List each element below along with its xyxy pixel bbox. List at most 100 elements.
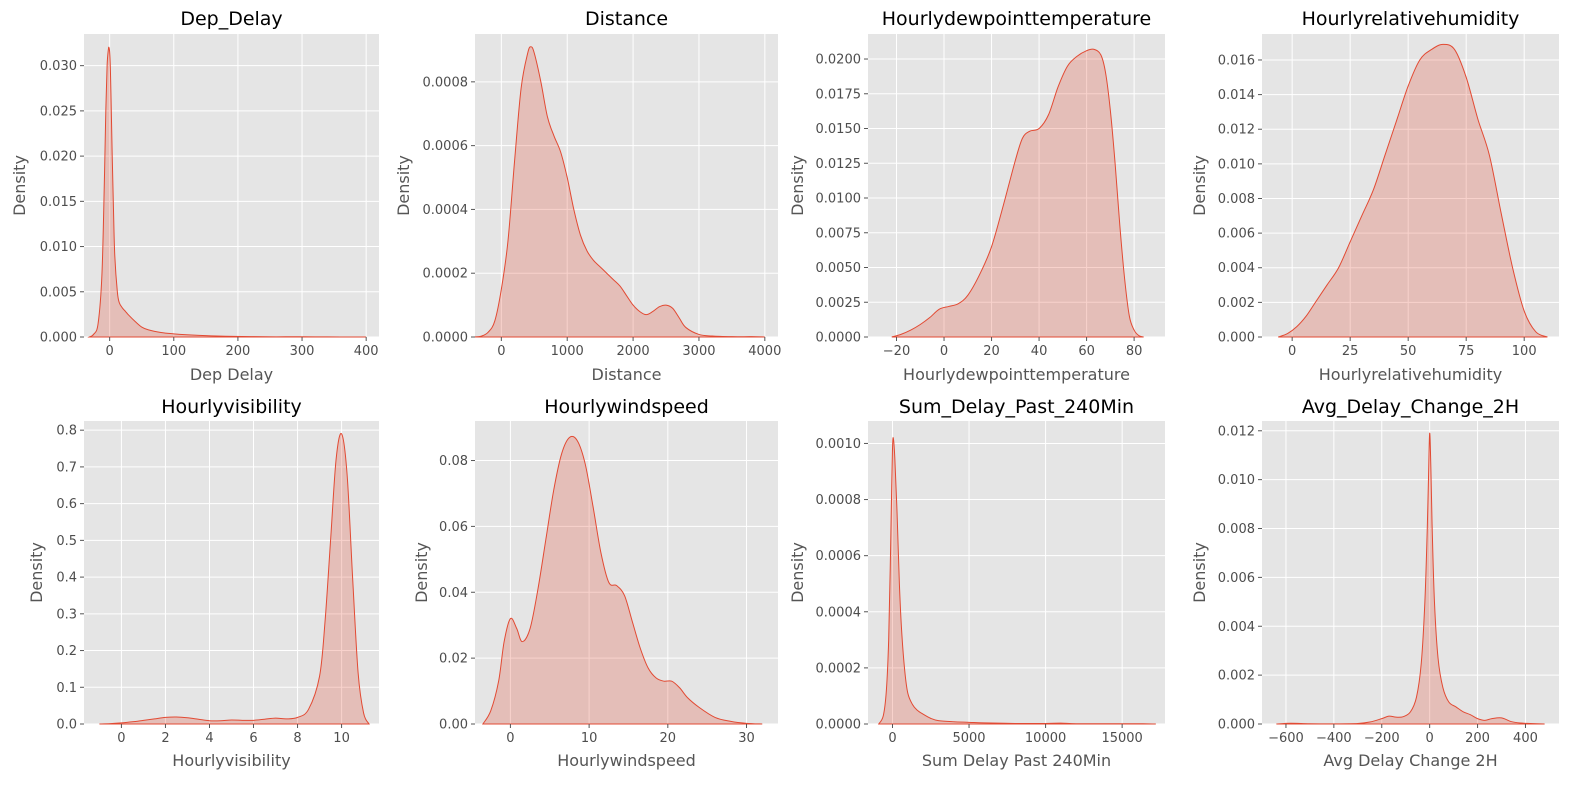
y-tick-label: 0.004 [1218, 620, 1255, 635]
density-area [1276, 432, 1545, 725]
y-tick-label: 0.0 [56, 718, 77, 733]
subplot-title: Avg_Delay_Change_2H [1302, 396, 1519, 418]
y-tick-label: 0.06 [439, 520, 468, 535]
x-tick-label: 30 [738, 731, 755, 746]
grid-lines [868, 34, 1165, 338]
y-axis-label: Density [1190, 155, 1209, 216]
subplot-distance: 0 1000 2000 3000 4000 0.0000 0.0002 0.0004 0.000… [394, 8, 781, 384]
subplot-title: Hourlyvisibility [161, 396, 302, 418]
y-tick-label: 0.005 [40, 285, 77, 300]
y-tick-label: 0.000 [40, 331, 77, 346]
y-tick-label: 0.010 [1218, 473, 1255, 488]
subplot-hourlyrelativehumidity: 0 25 50 75 100 0.000 0.002 0.004 0.006 0.008 0.010… [1190, 8, 1559, 384]
y-axis-label: Density [27, 542, 46, 603]
y-tick-label: 0.012 [1218, 123, 1255, 138]
x-tick-label: 0 [888, 731, 896, 746]
y-tick-label: 0.008 [1218, 522, 1255, 537]
plot-area [868, 421, 1165, 724]
x-tick-label: 10 [333, 731, 350, 746]
x-tick-label: −400 [1316, 731, 1352, 746]
axis-ticks: 0 1000 2000 3000 4000 0.0000 0.0002 0.0004 0.000… [423, 75, 782, 359]
x-tick-label: 400 [354, 344, 379, 359]
x-tick-label: 75 [1458, 344, 1475, 359]
x-axis-label: Avg Delay Change 2H [1323, 751, 1497, 770]
subplot-hourlywindspeed: 0 10 20 30 0.00 0.02 0.04 0.06 0.08 Hourlywindsp… [412, 396, 778, 770]
y-tick-label: 0.0006 [423, 139, 469, 154]
subplot-title: Hourlyrelativehumidity [1302, 8, 1520, 30]
y-tick-label: 0.006 [1218, 227, 1255, 242]
plot-area [475, 34, 778, 337]
y-tick-label: 0.0010 [816, 437, 862, 452]
y-tick-label: 0.0200 [816, 53, 862, 68]
y-tick-label: 0.04 [439, 586, 468, 601]
x-tick-label: 200 [1465, 731, 1490, 746]
y-tick-label: 0.025 [40, 104, 77, 119]
x-tick-label: 0 [106, 344, 114, 359]
y-axis-label: Density [1190, 542, 1209, 603]
x-tick-label: 40 [1031, 344, 1048, 359]
y-tick-label: 0.0000 [423, 331, 469, 346]
x-tick-label: 20 [983, 344, 1000, 359]
x-tick-label: 0 [497, 344, 505, 359]
y-tick-label: 0.004 [1218, 261, 1255, 276]
y-tick-label: 0.0000 [816, 718, 862, 733]
x-tick-label: 80 [1126, 344, 1143, 359]
x-tick-label: 100 [161, 344, 186, 359]
x-axis-label: Distance [592, 365, 662, 384]
x-tick-label: 50 [1400, 344, 1417, 359]
y-tick-label: 0.0075 [816, 226, 862, 241]
y-tick-label: 0.012 [1218, 424, 1255, 439]
y-tick-label: 0.010 [1218, 157, 1255, 172]
y-tick-label: 0.7 [56, 460, 77, 475]
axis-ticks: 0 25 50 75 100 0.000 0.002 0.004 0.006 0.008 0.010… [1218, 53, 1537, 359]
y-tick-label: 0.0175 [816, 87, 862, 102]
y-tick-label: 0.4 [56, 571, 77, 586]
y-tick-label: 0.0006 [816, 549, 862, 564]
x-tick-label: 0 [940, 344, 948, 359]
x-tick-label: 300 [290, 344, 315, 359]
y-tick-label: 0.0125 [816, 157, 862, 172]
subplot-title: Dep_Delay [180, 8, 282, 30]
y-tick-label: 0.000 [1218, 331, 1255, 346]
y-tick-label: 0.0004 [423, 203, 469, 218]
y-tick-label: 0.08 [439, 454, 468, 469]
y-tick-label: 0.0008 [816, 493, 862, 508]
y-axis-label: Density [788, 155, 807, 216]
axis-ticks: 0 5000 10000 15000 0.0000 0.0002 0.0004 0.0006 0… [816, 437, 1143, 746]
x-tick-label: 0 [117, 731, 125, 746]
x-tick-label: 5000 [952, 731, 985, 746]
y-tick-label: 0.008 [1218, 192, 1255, 207]
x-tick-label: 4000 [748, 344, 781, 359]
y-tick-label: 0.0008 [423, 75, 469, 90]
y-tick-label: 0.0100 [816, 192, 862, 207]
x-tick-label: 0 [1426, 731, 1434, 746]
plot-area [868, 34, 1165, 337]
y-tick-label: 0.5 [56, 534, 77, 549]
x-tick-label: −200 [1364, 731, 1400, 746]
density-area [473, 46, 765, 338]
x-tick-label: 1000 [551, 344, 584, 359]
y-tick-label: 0.0025 [816, 296, 862, 311]
y-tick-label: 0.010 [40, 240, 77, 255]
y-tick-label: 0.0004 [816, 605, 862, 620]
subplot-hourlydewpointtemperature: −20 0 20 40 60 80 0.0000 0.0025 0.0050 0.0075 0.01… [788, 8, 1165, 384]
y-tick-label: 0.0002 [423, 267, 469, 282]
plot-area [1262, 34, 1559, 337]
y-tick-label: 0.00 [439, 718, 468, 733]
y-tick-label: 0.015 [40, 195, 77, 210]
x-tick-label: 0 [506, 731, 514, 746]
y-axis-label: Density [412, 542, 431, 603]
y-tick-label: 0.014 [1218, 88, 1255, 103]
y-tick-label: 0.02 [439, 652, 468, 667]
y-tick-label: 0.0002 [816, 661, 862, 676]
y-tick-label: 0.3 [56, 607, 77, 622]
x-tick-label: 2 [161, 731, 169, 746]
y-tick-label: 0.8 [56, 424, 77, 439]
x-tick-label: 4 [205, 731, 213, 746]
x-tick-label: 15000 [1101, 731, 1142, 746]
subplot-title: Hourlydewpointtemperature [882, 8, 1151, 30]
x-axis-label: Hourlyrelativehumidity [1319, 365, 1502, 384]
subplot-title: Sum_Delay_Past_240Min [899, 396, 1134, 418]
x-tick-label: 10 [581, 731, 598, 746]
density-area [481, 435, 763, 725]
